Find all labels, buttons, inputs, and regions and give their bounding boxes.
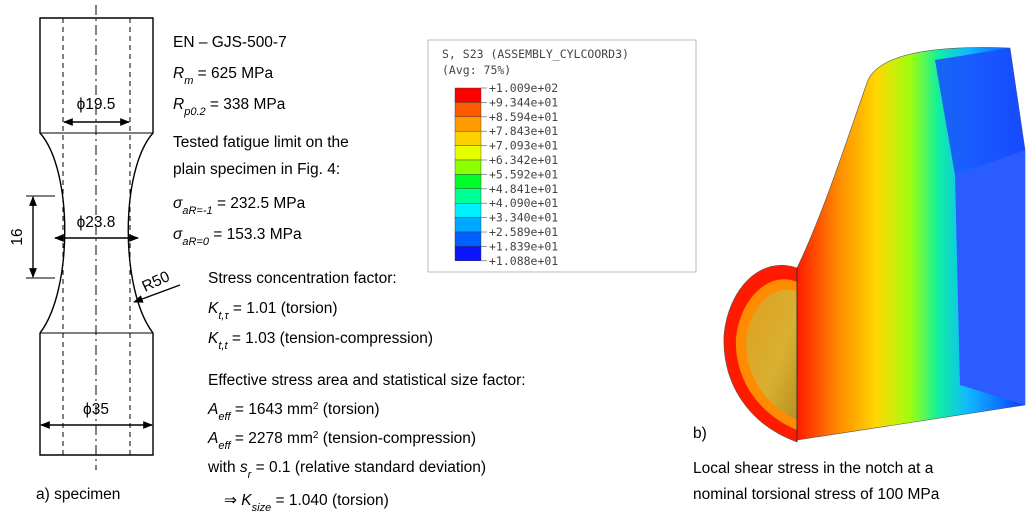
- dim-label: ϕ35: [83, 401, 109, 418]
- subscript: m: [184, 75, 193, 87]
- legend-swatch: [455, 146, 481, 160]
- text-span: Tested fatigue limit on the: [173, 134, 349, 151]
- text-span: with: [207, 459, 240, 476]
- dim-label: ϕ19.5: [77, 96, 116, 113]
- text-line: Aeff = 2278 mm2 (tension-compression): [207, 430, 476, 453]
- text-line: EN – GJS-500-7: [173, 34, 287, 51]
- symbol: K: [241, 492, 252, 509]
- specimen-drawing: ϕ19.5 ϕ23.8 ϕ35 16 R50 a) specimen: [9, 5, 180, 503]
- text-span: = 0.1 (relative standard deviation): [251, 459, 486, 476]
- legend-label: +9.344e+01: [489, 95, 558, 109]
- text-span: = 232.5 MPa: [213, 195, 306, 212]
- text-line: Rm = 625 MPa: [173, 65, 273, 87]
- legend-swatch: [455, 174, 481, 188]
- text-line: Aeff = 1643 mm2 (torsion): [207, 401, 380, 424]
- subscript: size: [252, 502, 272, 514]
- text-span: = 338 MPa: [206, 96, 286, 113]
- text-line: Kt,τ = 1.01 (torsion): [208, 300, 338, 322]
- legend-swatch: [455, 203, 481, 217]
- text-line: σaR=0 = 153.3 MPa: [173, 226, 302, 248]
- text-span: Effective stress area and statistical si…: [208, 372, 526, 389]
- dim-label: ϕ23.8: [77, 214, 116, 231]
- caption: Local shear stress in the notch at a: [693, 460, 934, 477]
- symbol: R: [173, 65, 184, 82]
- symbol: A: [207, 430, 218, 447]
- legend: +1.009e+02+9.344e+01+8.594e+01+7.843e+01…: [455, 81, 558, 268]
- text-span: plain specimen in Fig. 4:: [173, 161, 340, 178]
- symbol: A: [207, 401, 218, 418]
- legend-label: +4.090e+01: [489, 196, 558, 210]
- text-span: = 1.01 (torsion): [229, 300, 338, 317]
- text-line: Rp0.2 = 338 MPa: [173, 96, 286, 118]
- figure: ϕ19.5 ϕ23.8 ϕ35 16 R50 a) specimen EN – …: [0, 0, 1030, 519]
- text-span: EN – GJS-500-7: [173, 34, 287, 51]
- subscript: aR=0: [182, 236, 209, 248]
- legend-label: +7.093e+01: [489, 139, 558, 153]
- legend-label: +3.340e+01: [489, 211, 558, 225]
- text-line: plain specimen in Fig. 4:: [173, 161, 340, 178]
- caption: a) specimen: [36, 486, 120, 503]
- text-span: = 2278 mm: [231, 430, 313, 447]
- legend-swatch: [455, 218, 481, 232]
- legend-label: +1.839e+01: [489, 239, 558, 253]
- legend-swatch: [455, 232, 481, 246]
- legend-label: +7.843e+01: [489, 124, 558, 138]
- legend-label: +2.589e+01: [489, 225, 558, 239]
- text-line: Effective stress area and statistical si…: [208, 372, 526, 389]
- text-span: ⇒: [224, 492, 241, 509]
- legend-swatch: [455, 88, 481, 102]
- legend-label: +5.592e+01: [489, 167, 558, 181]
- legend-label: +8.594e+01: [489, 110, 558, 124]
- text-line: σaR=-1 = 232.5 MPa: [173, 195, 306, 217]
- legend-swatch: [455, 117, 481, 131]
- text-line: Stress concentration factor:: [208, 270, 397, 287]
- text-span: (torsion): [318, 401, 379, 418]
- text-line: Tested fatigue limit on the: [173, 134, 349, 151]
- fe-model: [724, 47, 1025, 442]
- text-span: = 1.03 (tension-compression): [228, 330, 433, 347]
- caption: nominal torsional stress of 100 MPa: [693, 486, 940, 503]
- legend-label: +6.342e+01: [489, 153, 558, 167]
- legend-swatch: [455, 131, 481, 145]
- text-line: Kt,t = 1.03 (tension-compression): [208, 330, 433, 352]
- dim-label: 16: [9, 228, 26, 245]
- legend-title: S, S23 (ASSEMBLY_CYLCOORD3): [442, 47, 629, 61]
- subscript: eff: [218, 440, 231, 452]
- legend-label: +4.841e+01: [489, 182, 558, 196]
- symbol: K: [208, 330, 219, 347]
- dim-label: R50: [140, 268, 173, 296]
- text-span: = 625 MPa: [193, 65, 273, 82]
- text-span: (tension-compression): [318, 430, 476, 447]
- text-span: = 153.3 MPa: [209, 226, 302, 243]
- legend-swatch: [455, 160, 481, 174]
- text-span: Stress concentration factor:: [208, 270, 397, 287]
- symbol: R: [173, 96, 184, 113]
- symbol: K: [208, 300, 219, 317]
- legend-label: +1.009e+02: [489, 81, 558, 95]
- text-span: = 1643 mm: [231, 401, 313, 418]
- figure-label: b): [693, 425, 707, 442]
- legend-subtitle: (Avg: 75%): [442, 63, 511, 77]
- text-line: with sr = 0.1 (relative standard deviati…: [207, 459, 486, 481]
- legend-swatch: [455, 189, 481, 203]
- legend-swatch: [455, 246, 481, 260]
- subscript: eff: [218, 411, 231, 423]
- subscript: p0.2: [183, 106, 205, 118]
- legend-label: +1.088e+01: [489, 254, 558, 268]
- legend-swatch: [455, 102, 481, 116]
- text-line: ⇒ Ksize = 1.040 (torsion): [224, 492, 389, 514]
- subscript: aR=-1: [182, 205, 212, 217]
- text-span: = 1.040 (torsion): [271, 492, 389, 509]
